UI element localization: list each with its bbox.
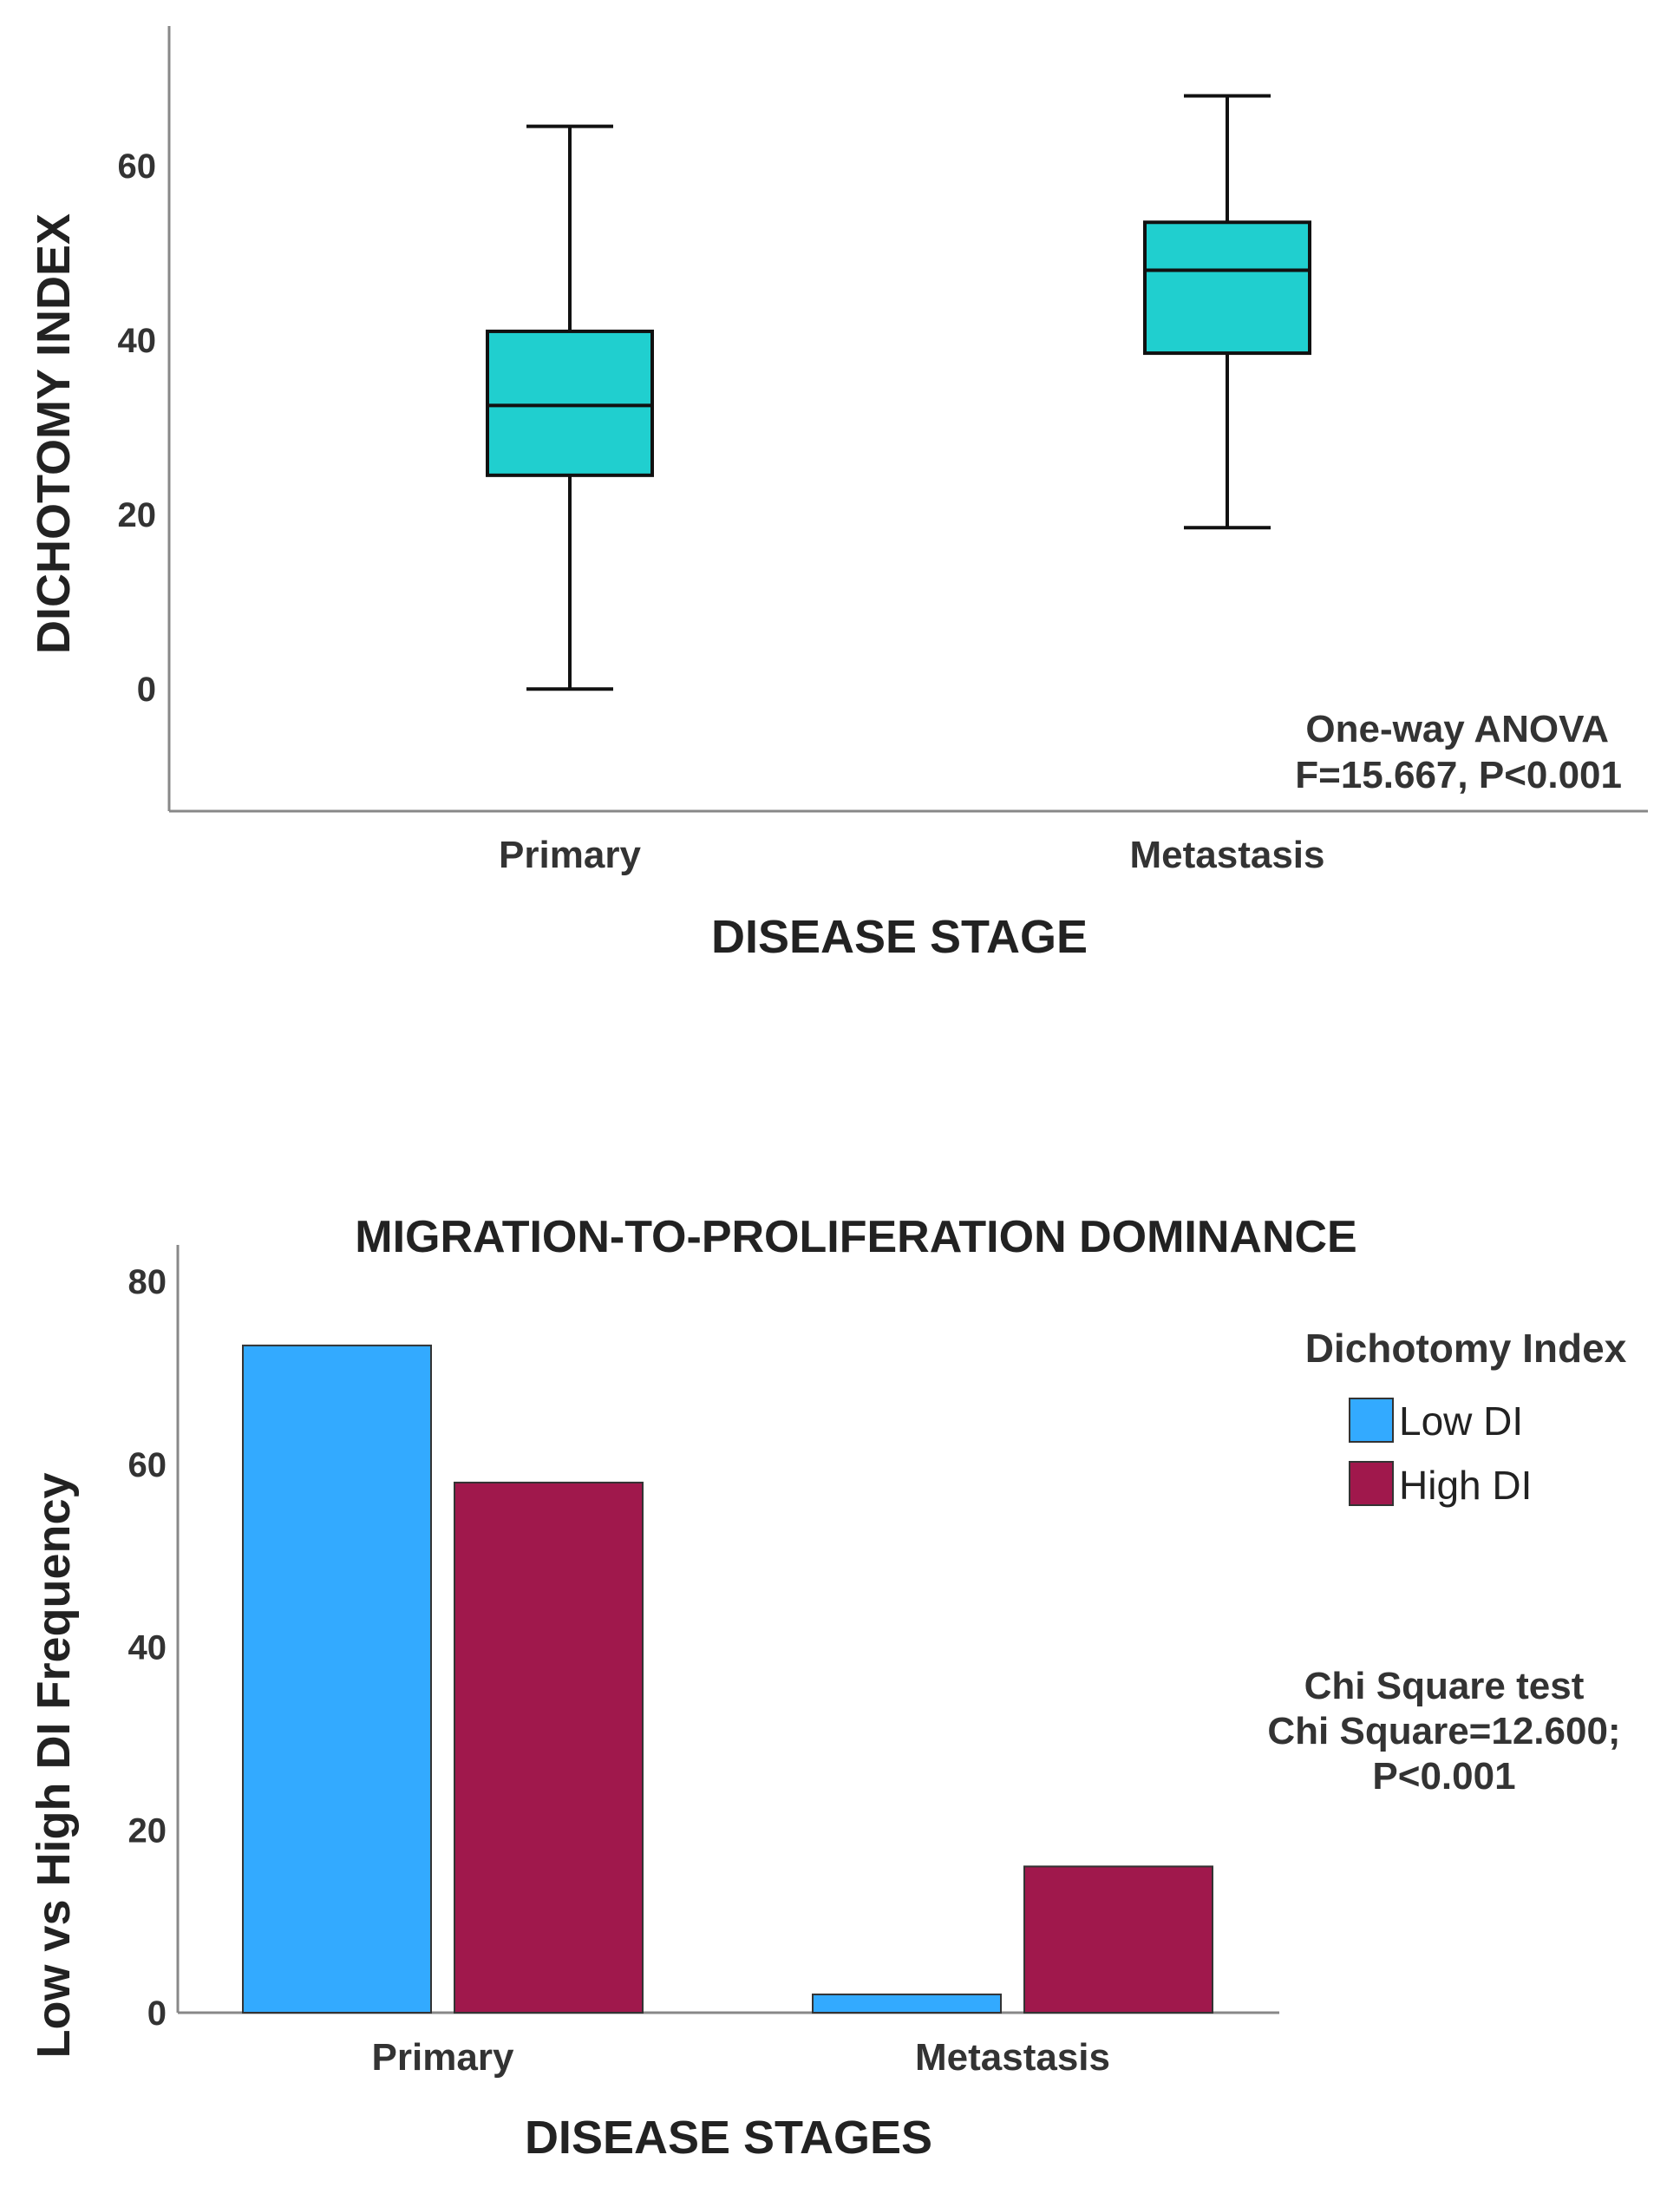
box-y-axis-title: DICHOTOMY INDEX xyxy=(28,213,80,654)
legend-label-low-di: Low DI xyxy=(1399,1398,1523,1444)
bar-x-tick-label: Metastasis xyxy=(915,2036,1110,2079)
bar-y-axis-label: Low vs High DI Frequency xyxy=(28,1472,80,2058)
bar-y-tick-label: 60 xyxy=(128,1446,167,1484)
bar-chart-title: MIGRATION-TO-PROLIFERATION DOMINANCE xyxy=(355,1212,1356,1262)
chi-square-p: P<0.001 xyxy=(1372,1755,1515,1798)
bar-x-axis-label: DISEASE STAGES xyxy=(525,2112,932,2164)
chi-square-value: Chi Square=12.600; xyxy=(1267,1710,1620,1752)
legend-swatch-high-di xyxy=(1349,1461,1394,1506)
chi-square-label: Chi Square test xyxy=(1304,1665,1585,1707)
bar-y-tick-label: 80 xyxy=(128,1263,167,1301)
box-y-tick-label: 0 xyxy=(137,671,156,709)
box-y-tick-label: 20 xyxy=(118,496,157,534)
legend: Dichotomy Index Low DI High DI xyxy=(1305,1326,1627,1508)
bar-high-di xyxy=(454,1481,644,2014)
boxplot-chart: DICHOTOMY INDEX 0 20 40 60 Primary Metastas… xyxy=(28,26,1648,963)
anova-label: One-way ANOVA xyxy=(1305,708,1609,750)
bar-y-tick-label: 20 xyxy=(128,1811,167,1850)
box-x-tick-label: Metastasis xyxy=(1129,834,1324,876)
box-y-tick-label: 60 xyxy=(118,147,157,186)
legend-title: Dichotomy Index xyxy=(1305,1326,1627,1371)
bar-low-di xyxy=(812,1993,1002,2014)
bar-y-tick-label: 40 xyxy=(128,1629,167,1667)
box-y-axis-label: DICHOTOMY INDEX xyxy=(28,213,80,654)
box-iqr xyxy=(486,329,654,477)
legend-swatch-low-di xyxy=(1349,1398,1394,1443)
legend-label-high-di: High DI xyxy=(1399,1463,1532,1508)
bar-y-tick-label: 0 xyxy=(147,1994,167,2033)
bar-high-di xyxy=(1023,1865,1213,2014)
bar-chart: MIGRATION-TO-PROLIFERATION DOMINANCE Low… xyxy=(28,1212,1627,2164)
bar-x-tick-label: Primary xyxy=(372,2036,514,2079)
box-y-tick-label: 40 xyxy=(118,322,157,360)
anova-result: F=15.667, P<0.001 xyxy=(1295,754,1622,796)
box-x-axis-label: DISEASE STAGE xyxy=(711,911,1088,963)
box-iqr xyxy=(1143,220,1311,356)
bar-low-di xyxy=(242,1344,432,2014)
box-x-tick-label: Primary xyxy=(499,834,641,876)
